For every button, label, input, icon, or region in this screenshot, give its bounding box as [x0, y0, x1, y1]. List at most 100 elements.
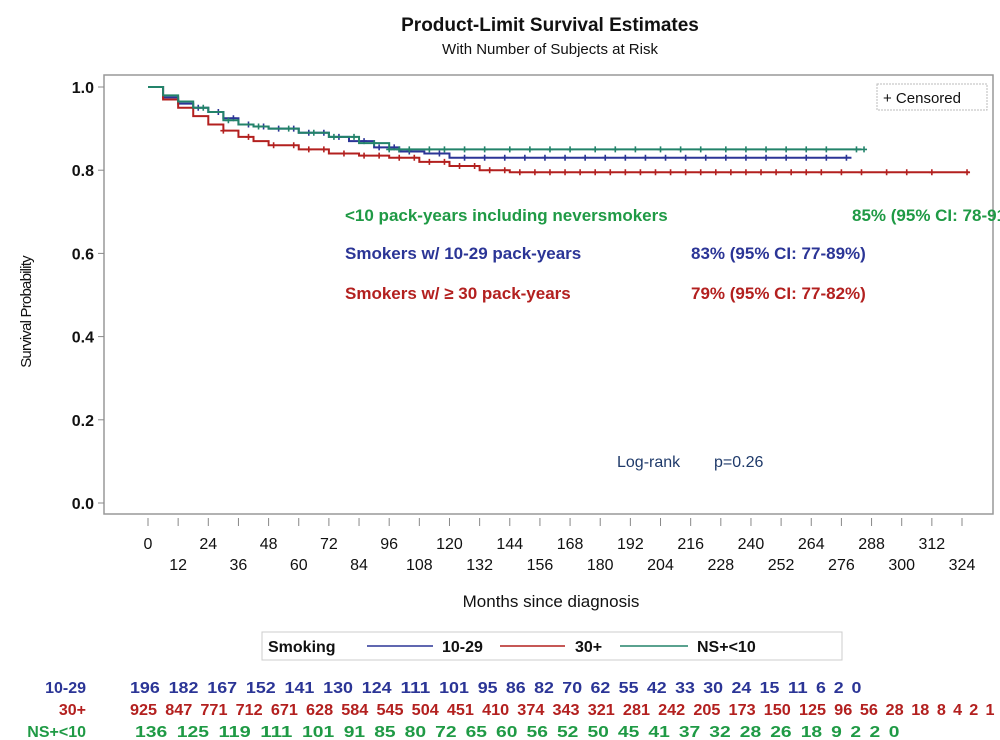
x-tick-label: 276 [828, 557, 855, 574]
at-risk-count: 86 [506, 680, 526, 697]
censor-mark [622, 154, 629, 161]
censor-mark [310, 129, 317, 136]
annotation-label: Smokers w/ 10-29 pack-years [345, 244, 581, 263]
at-risk-count: 50 [587, 724, 609, 740]
censor-mark [441, 146, 448, 153]
x-tick-label: 48 [260, 536, 278, 553]
y-tick-label: 0.6 [72, 246, 94, 263]
at-risk-count: 281 [623, 702, 650, 719]
at-risk-count: 504 [412, 702, 439, 719]
at-risk-count: 451 [447, 702, 474, 719]
x-tick-label: 300 [888, 557, 915, 574]
censor-mark [823, 154, 830, 161]
survival-curve-1 [148, 86, 970, 174]
censor-mark [577, 169, 584, 176]
censor-mark [461, 154, 468, 161]
censor-mark [652, 169, 659, 176]
at-risk-row-label: NS+<10 [27, 724, 86, 740]
censor-mark [531, 169, 538, 176]
at-risk-count: 65 [466, 724, 488, 740]
censor-mark [712, 169, 719, 176]
at-risk-count: 55 [619, 680, 639, 697]
censor-mark [758, 169, 765, 176]
at-risk-count: 96 [834, 702, 852, 719]
at-risk-count: 33 [675, 680, 695, 697]
y-axis-label: Survival Probability [18, 255, 35, 368]
at-risk-count: 70 [562, 680, 582, 697]
legend-label-30plus: 30+ [575, 639, 602, 656]
x-tick-label: 120 [436, 536, 463, 553]
at-risk-count: 2 [969, 702, 978, 719]
x-tick-label: 144 [496, 536, 523, 553]
x-axis: 0 12 24 36 48 60 72 84 96 10812013214415616818019… [144, 518, 976, 574]
at-risk-count: 8 [937, 702, 946, 719]
censor-mark [682, 154, 689, 161]
at-risk-count: 18 [801, 724, 823, 740]
at-risk-count: 182 [169, 680, 199, 697]
censor-mark [788, 169, 795, 176]
censor-mark [592, 169, 599, 176]
x-tick-label: 192 [617, 536, 644, 553]
at-risk-count: 101 [439, 680, 469, 697]
at-risk-count: 671 [271, 702, 298, 719]
at-risk-count: 85 [374, 724, 396, 740]
at-risk-count: 130 [323, 680, 353, 697]
censor-mark [441, 158, 448, 165]
censor-mark [285, 125, 292, 132]
y-axis: 0.0 0.2 0.4 0.6 0.8 1.0 [72, 80, 104, 513]
y-tick-label: 0.4 [72, 330, 94, 347]
x-tick-label: 84 [350, 557, 368, 574]
at-risk-count: 30 [703, 680, 723, 697]
at-risk-count: 15 [760, 680, 780, 697]
censor-mark [682, 169, 689, 176]
logrank-p: p=0.26 [714, 454, 763, 471]
x-tick-label: 108 [406, 557, 433, 574]
at-risk-count: 28 [740, 724, 762, 740]
censor-mark [567, 146, 574, 153]
censor-mark [773, 169, 780, 176]
at-risk-count: 343 [553, 702, 580, 719]
censor-mark [722, 154, 729, 161]
censor-mark [426, 158, 433, 165]
censor-mark [742, 154, 749, 161]
censored-legend-box [876, 83, 988, 111]
at-risk-count: 167 [207, 680, 237, 697]
censor-mark [858, 169, 865, 176]
censor-mark [838, 169, 845, 176]
censor-mark [667, 169, 674, 176]
at-risk-count: 62 [591, 680, 611, 697]
censor-mark [803, 146, 810, 153]
annotation-value: 83% (95% CI: 77-89%) [691, 244, 866, 263]
at-risk-count: 37 [679, 724, 701, 740]
censor-mark [396, 146, 403, 153]
censor-mark [702, 154, 709, 161]
chart-title: Product-Limit Survival Estimates [401, 15, 699, 36]
censor-mark [783, 154, 790, 161]
x-tick-label: 36 [230, 557, 248, 574]
censor-mark [526, 146, 533, 153]
at-risk-count: 374 [517, 702, 544, 719]
censor-mark [426, 146, 433, 153]
at-risk-count: 41 [648, 724, 670, 740]
x-tick-label: 24 [199, 536, 217, 553]
censor-mark [763, 154, 770, 161]
x-tick-label: 156 [527, 557, 554, 574]
at-risk-count: 2 [870, 724, 881, 740]
censor-mark [396, 154, 403, 161]
at-risk-count: 82 [534, 680, 554, 697]
at-risk-count: 847 [165, 702, 192, 719]
annotation-value: 79% (95% CI: 77-82%) [691, 284, 866, 303]
censor-mark [340, 150, 347, 157]
x-tick-label: 240 [738, 536, 765, 553]
censor-mark [220, 127, 227, 134]
at-risk-count: 205 [693, 702, 720, 719]
at-risk-count: 42 [647, 680, 667, 697]
x-tick-label: 324 [949, 557, 976, 574]
at-risk-count: 124 [362, 680, 392, 697]
y-tick-label: 0.0 [72, 496, 94, 513]
at-risk-row-label: 30+ [59, 702, 86, 719]
at-risk-count: 101 [302, 724, 334, 740]
censor-mark [677, 146, 684, 153]
x-tick-label: 180 [587, 557, 614, 574]
